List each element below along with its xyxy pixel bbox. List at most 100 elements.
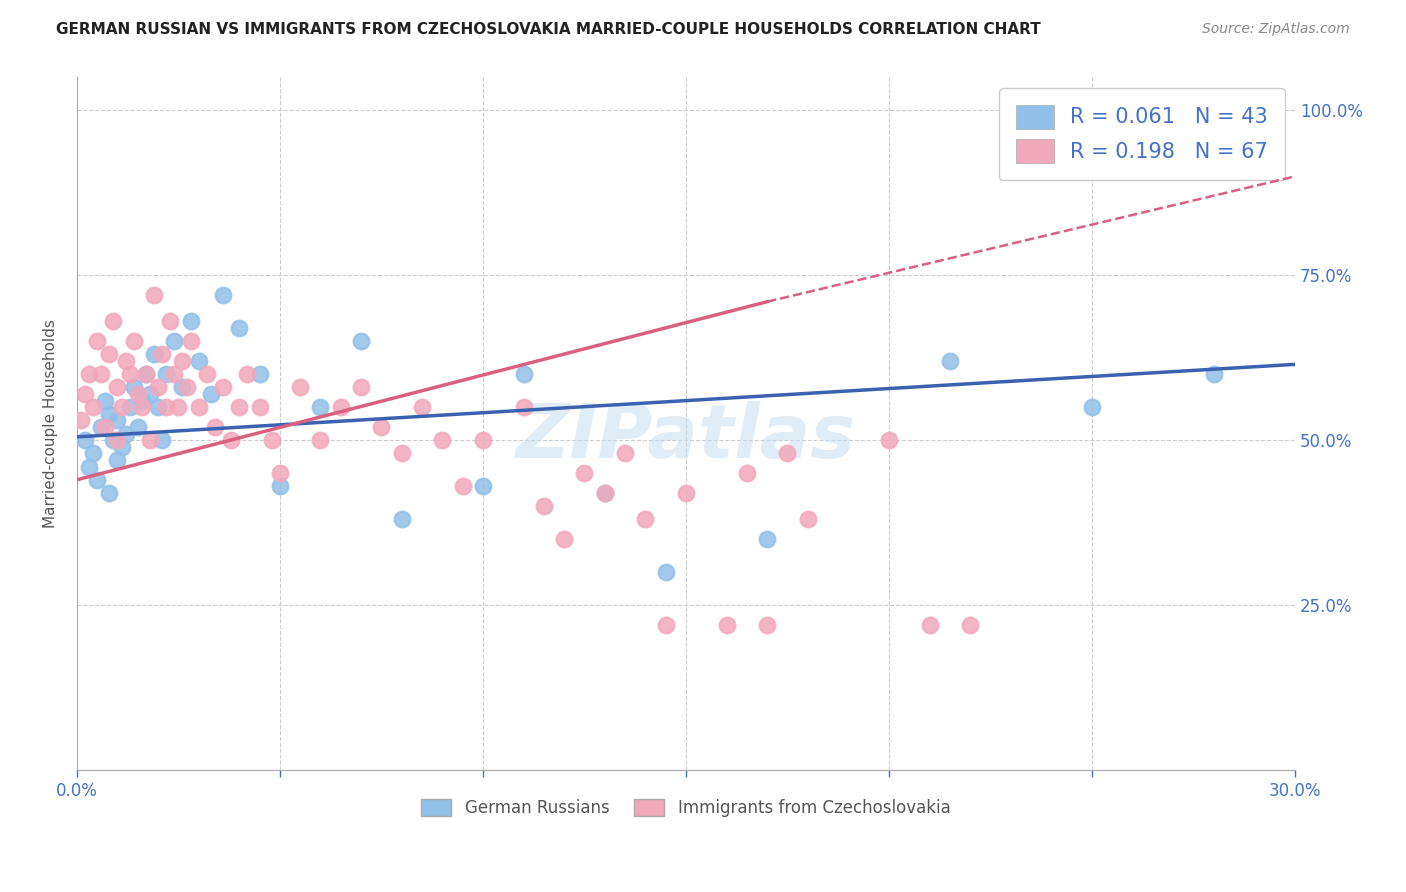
Point [432, 434, 454, 448]
Point [90, 368, 112, 382]
Point [172, 354, 194, 368]
Point [959, 618, 981, 632]
Point [86, 334, 108, 349]
Point [195, 368, 218, 382]
Legend: German Russians, Immigrants from Czechoslovakia: German Russians, Immigrants from Czechos… [415, 792, 957, 824]
Text: GERMAN RUSSIAN VS IMMIGRANTS FROM CZECHOSLOVAKIA MARRIED-COUPLE HOUSEHOLDS CORRE: GERMAN RUSSIAN VS IMMIGRANTS FROM CZECHO… [56, 22, 1040, 37]
Point [939, 354, 962, 368]
Point [512, 401, 534, 415]
Text: ZIPatlas: ZIPatlas [516, 401, 856, 474]
Point [103, 314, 125, 328]
Point [219, 434, 242, 448]
Point [114, 354, 136, 368]
Point [114, 426, 136, 441]
Point [94, 420, 117, 434]
Point [82, 446, 104, 460]
Point [269, 479, 291, 493]
Point [73, 387, 96, 401]
Point [329, 401, 352, 415]
Point [146, 380, 169, 394]
Point [98, 486, 121, 500]
Point [118, 401, 141, 415]
Point [107, 434, 129, 448]
Point [187, 401, 209, 415]
Point [675, 486, 697, 500]
Point [146, 401, 169, 415]
Point [70, 413, 93, 427]
Point [391, 512, 413, 526]
Point [533, 499, 555, 513]
Point [735, 466, 758, 480]
Point [172, 380, 194, 394]
Point [110, 401, 132, 415]
Point [553, 532, 575, 546]
Point [135, 368, 157, 382]
Point [350, 380, 373, 394]
Point [86, 473, 108, 487]
Point [159, 314, 181, 328]
Point [118, 368, 141, 382]
Point [212, 380, 235, 394]
Point [1081, 401, 1104, 415]
Point [163, 334, 186, 349]
Point [249, 368, 271, 382]
Point [143, 347, 166, 361]
Point [176, 380, 198, 394]
Point [187, 354, 209, 368]
Point [228, 321, 250, 335]
Point [269, 466, 291, 480]
Point [776, 446, 799, 460]
Point [471, 479, 494, 493]
Point [98, 407, 121, 421]
Point [122, 380, 145, 394]
Point [200, 387, 222, 401]
Point [654, 618, 676, 632]
Point [135, 368, 157, 382]
Point [90, 420, 112, 434]
Point [107, 413, 129, 427]
Point [593, 486, 616, 500]
Point [654, 565, 676, 579]
Point [139, 434, 162, 448]
Point [370, 420, 392, 434]
Point [180, 314, 202, 328]
Point [150, 434, 173, 448]
Point [512, 368, 534, 382]
Point [756, 532, 779, 546]
Point [77, 368, 100, 382]
Y-axis label: Married-couple Households: Married-couple Households [44, 319, 58, 528]
Point [918, 618, 941, 632]
Text: Source: ZipAtlas.com: Source: ZipAtlas.com [1202, 22, 1350, 37]
Point [98, 347, 121, 361]
Point [593, 486, 616, 500]
Point [77, 459, 100, 474]
Point [127, 420, 149, 434]
Point [163, 368, 186, 382]
Point [103, 434, 125, 448]
Point [167, 401, 190, 415]
Point [180, 334, 202, 349]
Point [411, 401, 433, 415]
Point [107, 380, 129, 394]
Point [212, 288, 235, 302]
Point [1060, 103, 1083, 118]
Point [391, 446, 413, 460]
Point [716, 618, 738, 632]
Point [260, 434, 283, 448]
Point [350, 334, 373, 349]
Point [155, 368, 177, 382]
Point [131, 393, 153, 408]
Point [574, 466, 596, 480]
Point [236, 368, 259, 382]
Point [73, 434, 96, 448]
Point [143, 288, 166, 302]
Point [127, 387, 149, 401]
Point [309, 434, 332, 448]
Point [94, 393, 117, 408]
Point [139, 387, 162, 401]
Point [1202, 368, 1225, 382]
Point [249, 401, 271, 415]
Point [82, 401, 104, 415]
Point [155, 401, 177, 415]
Point [797, 512, 820, 526]
